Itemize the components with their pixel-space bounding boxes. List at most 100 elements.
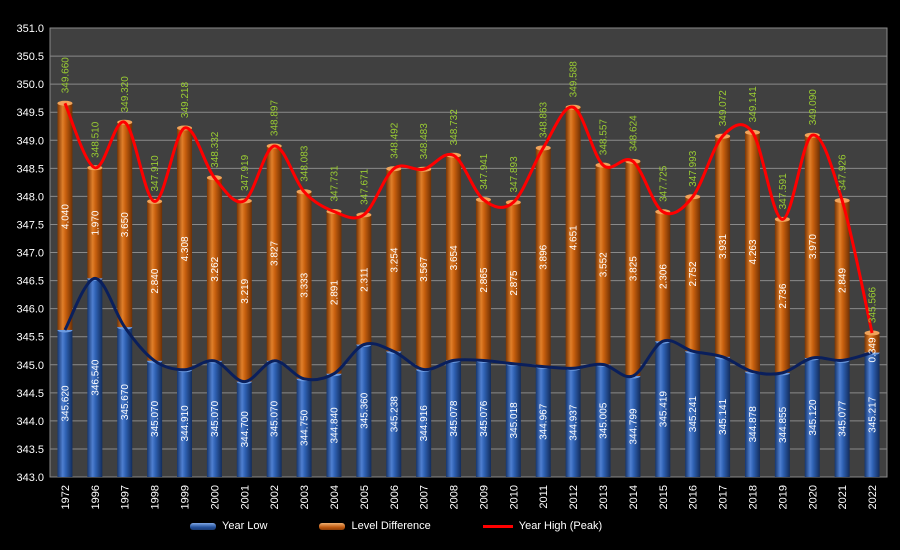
x-tick-label: 2017: [718, 485, 730, 509]
data-label-year-low: 345.670: [120, 384, 131, 421]
bar-level-difference: [416, 169, 432, 370]
bar-level-difference: [446, 155, 462, 361]
y-tick-label: 343.5: [16, 444, 44, 456]
bar-year-low: [147, 360, 163, 477]
bar-level-difference: [356, 214, 372, 345]
y-tick-label: 344.0: [16, 416, 44, 428]
data-label-level-difference: 3.552: [599, 252, 610, 277]
data-label-level-difference: 2.891: [329, 280, 340, 305]
data-label-year-high: 348.863: [539, 101, 550, 138]
data-label-year-high: 347.993: [688, 150, 699, 187]
legend-swatch-level-difference: [319, 522, 346, 530]
data-label-year-low: 345.076: [479, 400, 490, 437]
data-label-year-high: 347.731: [329, 165, 340, 202]
x-tick-label: 2011: [538, 485, 550, 509]
legend-label-year-high: Year High (Peak): [518, 520, 603, 532]
x-tick-label: 2015: [658, 485, 670, 509]
data-label-year-high: 349.588: [569, 61, 580, 98]
bar-level-difference: [505, 202, 521, 364]
legend-item-year-high: Year High (Peak): [482, 520, 603, 532]
legend-item-level-difference: Level Difference: [319, 520, 431, 532]
y-tick-label: 349.0: [16, 135, 44, 147]
bar-level-difference: [236, 200, 252, 382]
bar-year-low: [804, 358, 820, 477]
legend: Year Low Level Difference Year High (Pea…: [190, 520, 602, 532]
data-label-level-difference: 2.752: [688, 261, 699, 286]
legend-item-year-low: Year Low: [190, 520, 267, 532]
data-label-year-low: 344.700: [240, 411, 251, 448]
bar-level-difference: [296, 191, 312, 379]
data-label-level-difference: 3.262: [210, 256, 221, 281]
bar-year-low: [446, 360, 462, 477]
data-label-level-difference: 0.349: [868, 337, 879, 362]
bar-level-difference: [147, 201, 163, 361]
y-tick-label: 347.0: [16, 248, 44, 260]
data-label-level-difference: 3.567: [419, 256, 430, 281]
x-tick-label: 2001: [239, 485, 251, 509]
legend-label-year-low: Year Low: [222, 520, 268, 532]
bar-year-low: [326, 373, 342, 477]
data-label-year-high: 347.910: [150, 155, 161, 192]
data-label-level-difference: 2.849: [838, 268, 849, 293]
data-label-year-low: 346.540: [90, 359, 101, 396]
bar-level-difference: [206, 177, 222, 361]
x-tick-label: 2019: [777, 485, 789, 509]
x-tick-label: 2013: [598, 485, 610, 509]
bar-year-low: [685, 351, 701, 477]
data-label-year-low: 345.141: [718, 398, 729, 435]
x-tick-label: 2021: [837, 485, 849, 509]
data-label-year-low: 344.937: [569, 404, 580, 441]
data-label-level-difference: 3.827: [270, 240, 281, 265]
y-tick-label: 345.5: [16, 332, 44, 344]
data-label-year-high: 348.483: [419, 123, 430, 160]
bar-level-difference: [87, 167, 103, 279]
data-label-level-difference: 2.875: [509, 270, 520, 295]
data-label-level-difference: 3.333: [300, 272, 311, 297]
bar-level-difference: [57, 103, 73, 330]
bar-year-low: [206, 360, 222, 477]
data-label-level-difference: 2.306: [658, 264, 669, 289]
data-label-level-difference: 4.308: [180, 236, 191, 261]
data-label-year-low: 345.005: [599, 402, 610, 439]
data-label-year-high: 348.083: [300, 145, 311, 182]
data-label-year-low: 345.238: [389, 396, 400, 433]
data-label-year-low: 344.840: [329, 407, 340, 444]
x-tick-label: 1998: [150, 485, 162, 509]
data-label-year-high: 347.893: [509, 156, 520, 193]
data-label-level-difference: 2.840: [150, 268, 161, 293]
bar-year-low: [117, 327, 133, 477]
series-line-year-low: [63, 276, 873, 384]
bar-level-difference: [774, 219, 790, 373]
data-label-year-low: 344.910: [180, 405, 191, 442]
y-tick-label: 348.0: [16, 191, 44, 203]
data-label-level-difference: 2.736: [778, 283, 789, 308]
legend-label-level-difference: Level Difference: [351, 520, 431, 532]
data-label-year-low: 344.878: [748, 406, 759, 443]
bar-year-low: [655, 341, 671, 477]
data-label-year-high: 349.090: [808, 89, 819, 126]
bar-level-difference: [864, 332, 880, 353]
data-label-year-low: 345.078: [449, 400, 460, 437]
data-label-year-low: 345.018: [509, 402, 520, 439]
data-label-year-high: 348.897: [270, 100, 281, 137]
data-label-level-difference: 3.254: [389, 247, 400, 272]
bar-level-difference: [386, 168, 402, 352]
data-label-year-high: 348.732: [449, 109, 460, 146]
data-label-year-low: 344.855: [778, 406, 789, 443]
bar-level-difference: [715, 136, 731, 357]
bar-year-low: [595, 364, 611, 477]
series-line-year-high: [63, 102, 874, 334]
data-label-year-high: 348.624: [628, 115, 639, 152]
y-tick-label: 349.5: [16, 107, 44, 119]
bar-year-low: [834, 360, 850, 477]
bar-year-low: [715, 356, 731, 477]
x-tick-label: 2012: [568, 485, 580, 509]
data-label-year-low: 345.217: [868, 396, 879, 433]
y-tick-label: 350.0: [16, 79, 44, 91]
bar-level-difference: [117, 122, 133, 328]
x-tick-label: 2010: [508, 485, 520, 509]
data-label-year-low: 345.360: [359, 392, 370, 429]
x-tick-label: 1972: [60, 485, 72, 509]
data-label-year-low: 345.620: [60, 385, 71, 422]
